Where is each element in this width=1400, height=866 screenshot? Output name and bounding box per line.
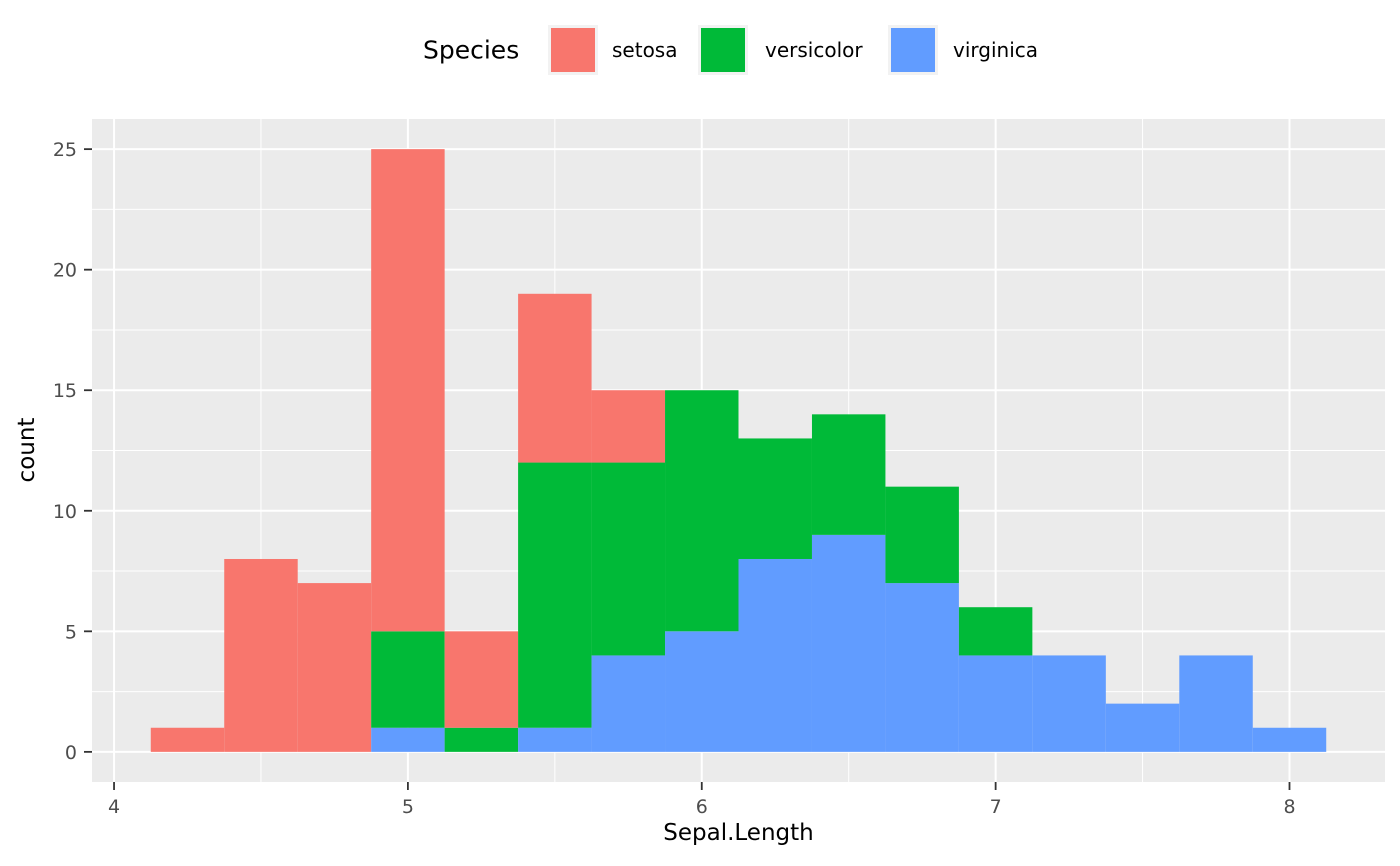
bar-segment-versicolor-bin4 [444, 727, 519, 752]
legend-label-virginica: virginica [953, 38, 1038, 62]
bar-segment-virginica-bin10 [885, 583, 959, 752]
bar-segment-versicolor-bin8 [738, 438, 812, 559]
legend: Species setosa versicolor virginica [0, 0, 1400, 95]
bar-segment-virginica-bin12 [1032, 655, 1106, 752]
x-tick-label-5: 5 [402, 796, 414, 818]
x-tick-label-4: 4 [108, 796, 120, 818]
x-tick-label-6: 6 [696, 796, 708, 818]
bar-segment-setosa-bin3 [371, 149, 445, 632]
y-tick-label-0: 0 [65, 742, 77, 764]
bar-segment-versicolor-bin5 [518, 462, 592, 728]
y-tick-label-25: 25 [53, 139, 77, 161]
y-tick-label-15: 15 [53, 380, 77, 402]
bar-segment-virginica-bin9 [811, 534, 886, 752]
y-tick-label-10: 10 [53, 501, 77, 523]
legend-title: Species [423, 35, 520, 65]
x-tick-label-8: 8 [1283, 796, 1295, 818]
bar-segment-setosa-bin6 [591, 390, 666, 463]
y-axis-title: count [14, 417, 40, 483]
bar-segment-setosa-bin5 [518, 293, 592, 463]
bar-segment-setosa-bin1 [224, 558, 298, 752]
bar-segment-setosa-bin4 [444, 631, 519, 728]
bar-segment-virginica-bin14 [1179, 655, 1253, 752]
legend-key-virginica [891, 28, 935, 72]
bar-segment-setosa-bin0 [150, 727, 225, 752]
legend-label-versicolor: versicolor [765, 38, 863, 62]
bar-segment-versicolor-bin6 [591, 462, 666, 656]
y-tick-label-5: 5 [65, 621, 77, 643]
bar-segment-virginica-bin6 [591, 655, 666, 752]
bar-segment-versicolor-bin10 [885, 486, 959, 584]
bar-segment-versicolor-bin3 [371, 631, 445, 728]
bar-segment-versicolor-bin11 [958, 607, 1033, 656]
bar-segment-virginica-bin8 [738, 558, 812, 752]
legend-key-setosa [551, 28, 595, 72]
bar-segment-setosa-bin2 [297, 583, 372, 752]
bar-segment-versicolor-bin7 [665, 390, 739, 632]
bar-segment-virginica-bin7 [665, 631, 739, 752]
bar-segment-virginica-bin13 [1105, 703, 1180, 752]
x-tick-label-7: 7 [990, 796, 1002, 818]
bar-segment-versicolor-bin9 [811, 414, 886, 535]
y-tick-label-20: 20 [53, 260, 77, 282]
bar-segment-virginica-bin11 [958, 655, 1033, 752]
bar-segment-virginica-bin5 [518, 727, 592, 752]
legend-label-setosa: setosa [612, 38, 678, 62]
legend-key-versicolor [701, 28, 745, 72]
x-axis-title: Sepal.Length [663, 820, 814, 846]
bar-segment-virginica-bin3 [371, 727, 445, 752]
bar-segment-virginica-bin15 [1252, 727, 1327, 752]
